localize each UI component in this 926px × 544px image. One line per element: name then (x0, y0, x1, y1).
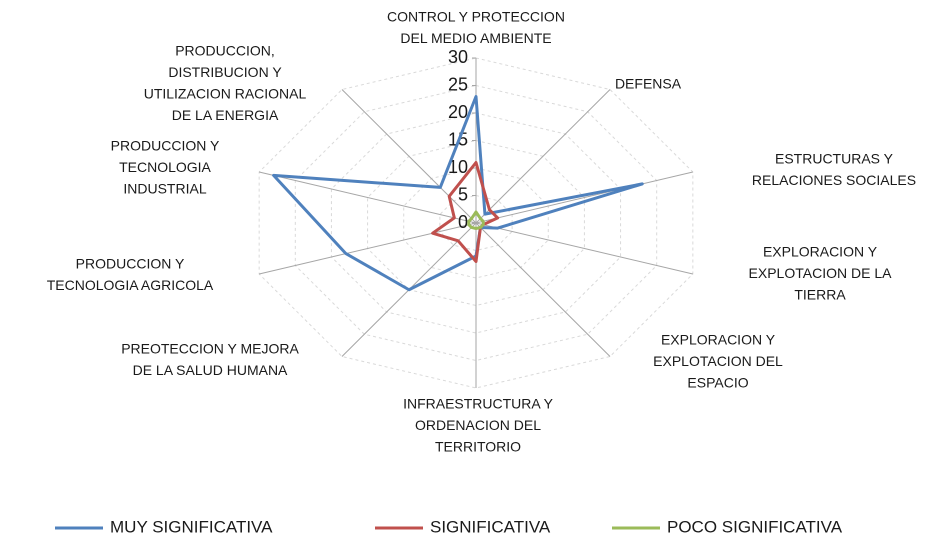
axis-line (475, 222, 611, 357)
category-label: TECNOLOGIA AGRICOLA (47, 277, 214, 293)
category-label: PRODUCCION Y (111, 138, 220, 154)
y-tick-label: 30 (448, 47, 468, 67)
category-label: RELACIONES SOCIALES (752, 172, 916, 188)
category-label: DEL MEDIO AMBIENTE (400, 30, 551, 46)
legend-label: MUY SIGNIFICATIVA (110, 517, 273, 536)
axis-line (259, 222, 477, 275)
axis-line (341, 89, 477, 224)
category-label: TERRITORIO (435, 439, 521, 455)
category-label: ESPACIO (687, 375, 748, 391)
category-label: EXPLORACION Y (661, 332, 776, 348)
category-label: PRODUCCION Y (76, 256, 185, 272)
legend-label: SIGNIFICATIVA (430, 517, 551, 536)
y-tick-label: 5 (458, 184, 468, 204)
category-label: CONTROL Y PROTECCION (387, 9, 565, 25)
y-tick-label: 0 (458, 212, 468, 232)
axis-line (475, 222, 693, 275)
axis-line (475, 171, 693, 224)
category-label: ORDENACION DEL (415, 417, 541, 433)
y-tick-label: 10 (448, 157, 468, 177)
category-label: PRODUCCION, (175, 43, 275, 59)
category-label: EXPLOTACION DE LA (749, 265, 893, 281)
category-label: DE LA ENERGIA (172, 107, 279, 123)
y-tick-label: 20 (448, 102, 468, 122)
y-tick-label: 25 (448, 74, 468, 94)
category-label: PREOTECCION Y MEJORA (121, 341, 299, 357)
series-line (431, 161, 500, 263)
series-line (467, 210, 485, 230)
category-label: DE LA SALUD HUMANA (133, 362, 288, 378)
category-label: INDUSTRIAL (123, 181, 206, 197)
legend-label: POCO SIGNIFICATIVA (667, 517, 843, 536)
category-label: EXPLORACION Y (763, 244, 878, 260)
category-label: UTILIZACION RACIONAL (144, 86, 307, 102)
category-label: DISTRIBUCION Y (168, 64, 282, 80)
category-label: ESTRUCTURAS Y (775, 151, 894, 167)
category-label: TECNOLOGIA (119, 159, 211, 175)
category-label: DEFENSA (615, 76, 682, 92)
category-label: EXPLOTACION DEL (653, 353, 783, 369)
category-label: TIERRA (794, 287, 846, 303)
category-label: INFRAESTRUCTURA Y (403, 396, 554, 412)
axis-line (259, 171, 477, 224)
axis-line (475, 89, 611, 224)
